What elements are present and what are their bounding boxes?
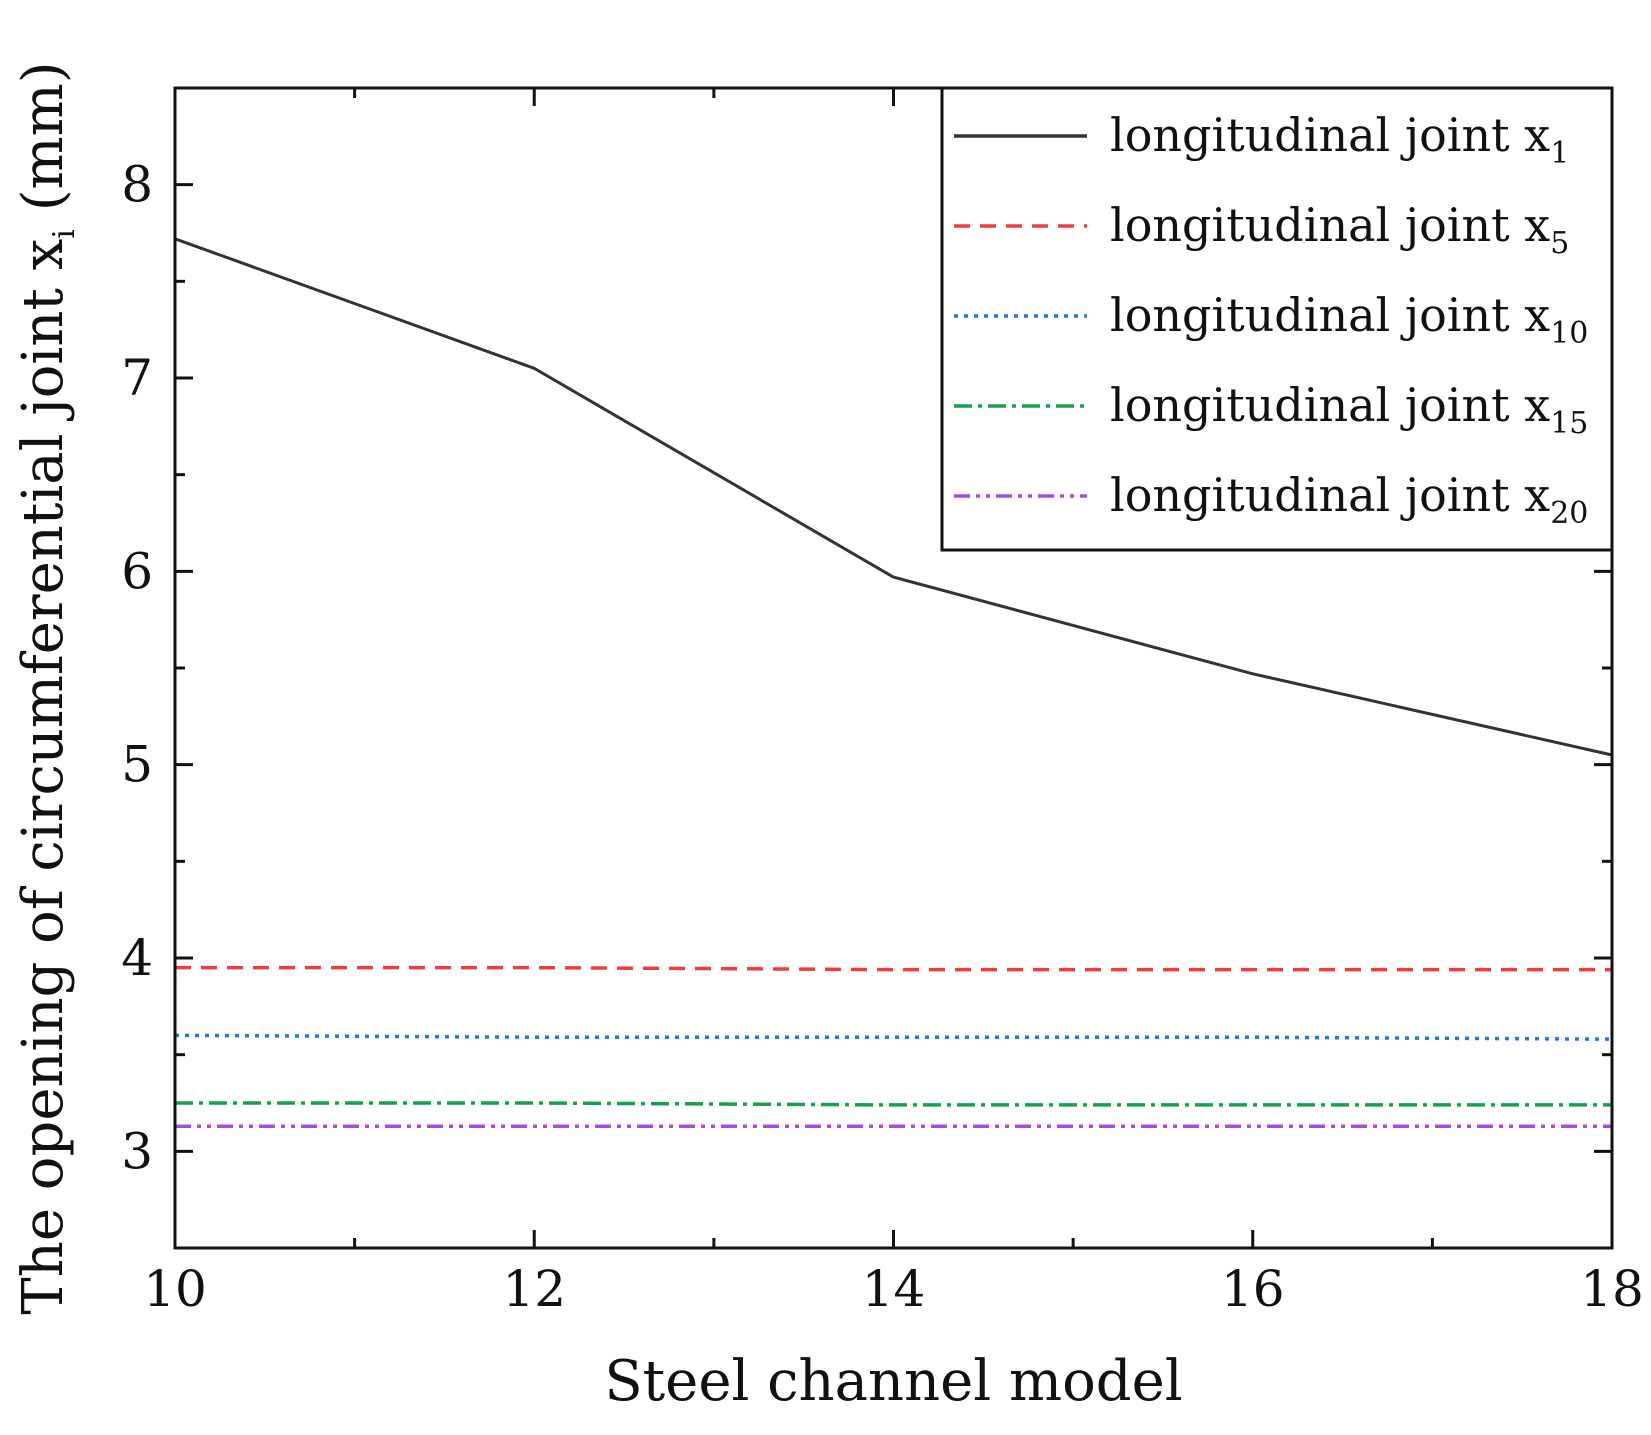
y-tick-label: 4 [121,929,153,987]
x-tick-label: 10 [143,1260,207,1318]
x-tick-label: 18 [1580,1260,1644,1318]
x-tick-label: 12 [502,1260,566,1318]
legend-label-main: longitudinal joint x [1110,468,1550,522]
y-tick-label: 8 [121,156,153,214]
series-lines [174,237,1613,1128]
legend-label-x10: longitudinal joint x10 [1110,288,1588,351]
series-line-x5 [175,965,1612,972]
y-tick-label: 6 [121,542,153,600]
legend-label-main: longitudinal joint x [1110,108,1550,162]
legend-label-subscript: 10 [1550,316,1588,351]
legend-label-x20: longitudinal joint x20 [1110,468,1588,531]
y-tick-label: 7 [121,349,153,407]
axis-ticks: 10 12 14 16 18 3 4 5 6 7 8 [121,88,1644,1318]
legend-label-subscript: 15 [1550,406,1588,441]
legend-label-x5: longitudinal joint x5 [1110,198,1569,261]
legend-label-x15: longitudinal joint x15 [1110,378,1588,441]
y-title-unit: (mm) [11,61,76,229]
legend-box [940,86,1614,552]
series-line-x1 [174,237,1613,757]
x-tick-label: 14 [862,1260,926,1318]
y-tick-label: 3 [121,1122,153,1180]
series-line-x15 [175,1101,1612,1107]
legend-label-main: longitudinal joint x [1110,288,1550,342]
legend-label-main: longitudinal joint x [1110,198,1550,252]
x-tick-label: 16 [1221,1260,1285,1318]
y-title-subscript: i [47,229,82,239]
series-line-x10 [174,1033,1613,1041]
legend-label-subscript: 20 [1550,496,1588,531]
y-title-main: The opening of circumferential joint x [11,239,76,1315]
legend-label-subscript: 5 [1550,226,1569,261]
x-axis-title: Steel channel model [604,1349,1182,1414]
legend-label-subscript: 1 [1550,136,1569,171]
legend-label-main: longitudinal joint x [1110,378,1550,432]
legend-label-x1: longitudinal joint x1 [1110,108,1569,171]
y-tick-label: 5 [121,736,153,794]
y-axis-title: The opening of circumferential joint xi … [11,61,82,1314]
